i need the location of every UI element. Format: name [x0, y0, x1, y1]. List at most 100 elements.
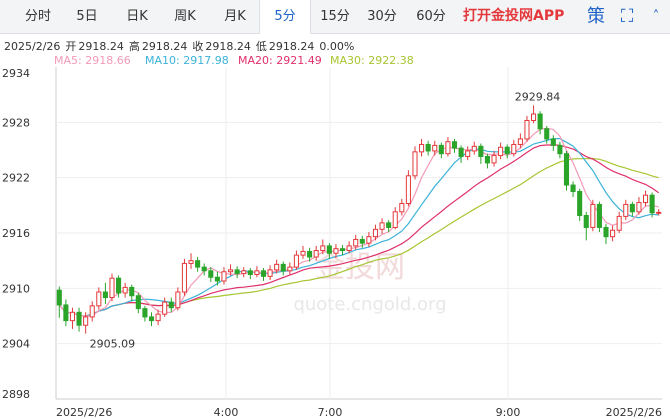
candle-body [366, 236, 372, 244]
low-value: 2918.24 [268, 40, 315, 53]
candle-body [300, 250, 306, 256]
candle-body [109, 277, 115, 299]
low-label: 低 [255, 40, 267, 53]
x-tick-label: 7:00 [318, 406, 343, 419]
candle-body [511, 143, 517, 155]
tab-15min[interactable]: 15分 [320, 9, 350, 24]
candle-body [89, 305, 95, 318]
candle-body [339, 248, 346, 252]
tab-60min[interactable]: 60分 [416, 9, 446, 24]
candle-body [274, 263, 280, 271]
close-label: 收 [192, 40, 204, 53]
candle-body [96, 291, 102, 307]
candle-body [148, 316, 155, 322]
candle-body [359, 238, 365, 244]
candle-body [63, 304, 69, 322]
candle-body [116, 277, 122, 294]
candle-body [498, 146, 504, 157]
candle-body [445, 141, 451, 155]
candle-body [69, 311, 76, 322]
candle-body [83, 316, 89, 326]
ma20-legend: MA20: 2921.49 [238, 54, 322, 67]
candle-body [135, 295, 141, 310]
candle-body [544, 128, 550, 140]
ma5-legend: MA5: 2918.66 [54, 54, 131, 67]
candle-body [56, 289, 62, 306]
tab-30min[interactable]: 30分 [367, 9, 397, 24]
close-value: 2918.24 [205, 40, 251, 53]
candle-body [465, 150, 471, 157]
tab-5min[interactable]: 5分 [259, 0, 311, 34]
tab-weekly-k[interactable]: 周K [174, 9, 196, 24]
candle-body [181, 262, 187, 293]
candle-body [484, 155, 490, 164]
tab-daily-k[interactable]: 日K [126, 9, 148, 24]
candle-body [386, 222, 392, 228]
y-tick-label: 2916 [2, 227, 30, 240]
candle-body [122, 286, 128, 294]
change-value: 0.00% [319, 40, 355, 53]
x-tick-label: 9:00 [496, 406, 521, 419]
candle-body [162, 301, 168, 315]
candle-body [649, 194, 655, 214]
fullscreen-icon[interactable]: ⛶ [620, 6, 634, 27]
candle-body [438, 144, 444, 155]
tab-timeshare[interactable]: 分时 [24, 9, 51, 24]
candle-body [76, 311, 82, 326]
candle-body [491, 155, 497, 164]
candle-body [524, 119, 530, 140]
x-tick-label: 2025/2/26 [56, 406, 112, 419]
candle-body [129, 286, 135, 297]
candle-body [478, 145, 484, 157]
candle-body [636, 202, 642, 213]
candle-body [307, 250, 313, 258]
watermark-logo-text: 金投网 [315, 250, 405, 285]
candle-body [102, 291, 108, 299]
chevron-up-icon[interactable]: ˄ [652, 9, 660, 24]
y-tick-label: 2928 [2, 116, 30, 129]
high-value: 2918.24 [141, 40, 188, 53]
candle-body [333, 248, 339, 254]
candle-body [168, 301, 174, 309]
candle-body [517, 138, 523, 145]
x-tick-label: 2025/2/26 [606, 406, 662, 419]
candle-body [201, 266, 207, 272]
candle-body [353, 238, 359, 247]
tab-5day[interactable]: 5日 [76, 9, 98, 24]
ma30-legend: MA30: 2922.38 [330, 54, 414, 67]
info-date: 2025/2/26 [4, 40, 61, 53]
candle-body [195, 260, 201, 268]
candle-body [260, 270, 267, 277]
candle-body [419, 143, 425, 153]
candle-body [451, 141, 458, 149]
candle-body [577, 191, 583, 216]
candle-body [208, 270, 214, 278]
ma10-legend: MA10: 2917.98 [145, 54, 229, 67]
candle-body [175, 291, 181, 309]
candle-body [557, 144, 563, 155]
candle-body [629, 203, 635, 213]
candle-body [214, 276, 220, 282]
candle-body [399, 202, 405, 213]
candle-body [326, 245, 332, 254]
ma5-line [58, 127, 659, 317]
y-tick-label: 2922 [2, 172, 30, 185]
tab-monthly-k[interactable]: 月K [224, 9, 246, 24]
candle-body [392, 211, 398, 228]
candle-body [550, 138, 556, 146]
candle-body [471, 145, 477, 152]
strategy-icon[interactable]: 策 [587, 6, 605, 27]
candle-body [221, 271, 227, 282]
candle-body [155, 313, 161, 322]
candle-body [504, 146, 510, 155]
high-label: 高 [128, 40, 140, 53]
candle-body [142, 308, 148, 318]
watermark-url: quote.cngold.org [293, 294, 446, 315]
price-annotation: 2905.09 [90, 338, 135, 351]
candle-body [379, 222, 385, 230]
y-tick-label: 2904 [2, 338, 30, 351]
price-annotation: 2929.84 [515, 90, 561, 103]
candle-body [590, 203, 596, 228]
open-app-link[interactable]: 打开金投网APP [463, 8, 565, 24]
candlestick-chart[interactable]: 2934 2928 2922 2916 2910 2904 2898 2025/2/26 4:0… [0, 67, 670, 419]
